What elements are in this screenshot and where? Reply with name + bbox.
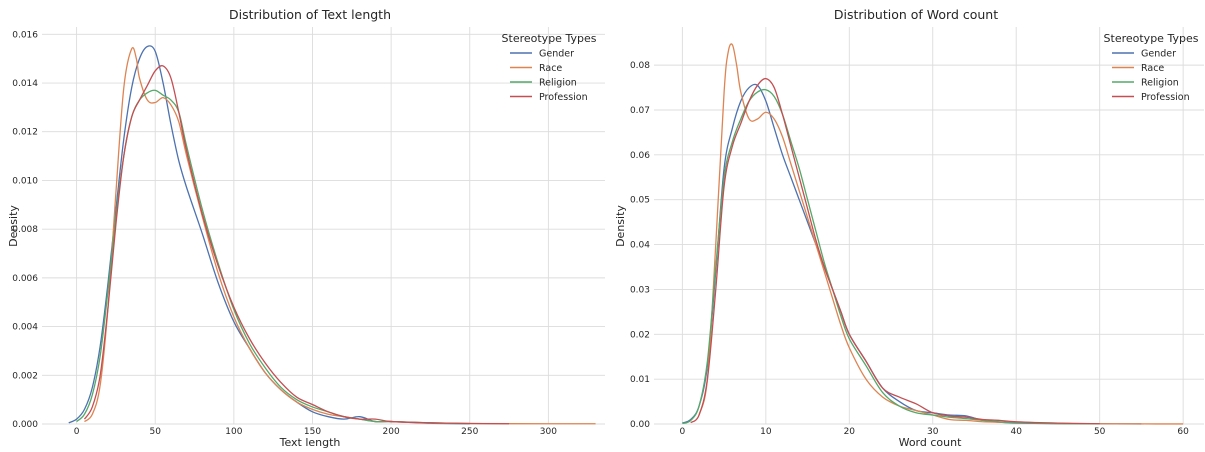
legend-label-religion: Religion xyxy=(539,78,577,89)
tick-labels: 0 10 20 30 40 50 60 0.00 0.01 0.02 0.03 0.04 0.05 0.0… xyxy=(630,61,1189,437)
y-tick-label: 0.07 xyxy=(630,106,650,116)
chart-word-count: Distribution of Word count Word count De… xyxy=(614,7,1204,449)
y-tick-label: 0.014 xyxy=(12,79,38,89)
y-tick-label: 0.05 xyxy=(630,196,650,206)
x-tick-label: 150 xyxy=(304,427,321,437)
y-tick-label: 0.08 xyxy=(630,61,650,71)
x-tick-label: 200 xyxy=(383,427,400,437)
grid xyxy=(654,27,1204,425)
chart-title: Distribution of Word count xyxy=(834,7,998,22)
y-tick-label: 0.000 xyxy=(12,420,38,430)
y-axis-label: Density xyxy=(614,205,627,247)
y-tick-label: 0.004 xyxy=(12,323,38,333)
legend: Stereotype Types Gender Race Religion Profe… xyxy=(502,32,597,103)
x-tick-label: 20 xyxy=(844,427,856,437)
y-tick-label: 0.006 xyxy=(12,274,38,284)
legend-title: Stereotype Types xyxy=(1104,32,1199,45)
x-tick-label: 0 xyxy=(74,427,80,437)
legend-label-profession: Profession xyxy=(539,92,588,103)
legend-label-religion: Religion xyxy=(1141,78,1179,89)
density-line-profession xyxy=(690,77,1100,425)
x-tick-label: 300 xyxy=(540,427,557,437)
y-tick-label: 0.02 xyxy=(630,330,650,340)
y-tick-label: 0.00 xyxy=(630,420,650,430)
y-tick-label: 0.03 xyxy=(630,285,650,295)
x-tick-label: 60 xyxy=(1177,427,1189,437)
x-tick-label: 40 xyxy=(1010,427,1022,437)
x-tick-label: 100 xyxy=(225,427,242,437)
density-line-gender xyxy=(682,83,1142,425)
legend-entries: Gender Race Religion Profession xyxy=(510,49,588,103)
density-line-race xyxy=(84,47,596,425)
legend-label-race: Race xyxy=(1141,63,1164,74)
x-axis-label: Word count xyxy=(899,436,962,449)
x-tick-label: 50 xyxy=(1094,427,1106,437)
density-curves xyxy=(682,43,1184,425)
legend-label-race: Race xyxy=(539,63,562,74)
x-tick-label: 10 xyxy=(760,427,772,437)
tick-labels: 0 50 100 150 200 250 300 0.000 0.002 0.004 0.006 0.… xyxy=(12,30,557,437)
y-tick-label: 0.06 xyxy=(630,151,650,161)
legend-label-gender: Gender xyxy=(1141,49,1176,60)
density-line-race xyxy=(698,43,1184,425)
legend-label-profession: Profession xyxy=(1141,92,1190,103)
y-tick-label: 0.012 xyxy=(12,128,38,138)
y-tick-label: 0.016 xyxy=(12,30,38,40)
density-curves xyxy=(68,45,596,425)
y-tick-label: 0.010 xyxy=(12,176,38,186)
density-line-gender xyxy=(68,45,470,425)
chart-title: Distribution of Text length xyxy=(229,7,391,22)
y-tick-label: 0.002 xyxy=(12,371,38,381)
density-line-profession xyxy=(83,65,510,425)
y-tick-label: 0.04 xyxy=(630,241,650,251)
y-tick-label: 0.008 xyxy=(12,225,38,235)
legend-entries: Gender Race Religion Profession xyxy=(1112,49,1190,103)
grid xyxy=(42,27,605,425)
x-axis-label: Text length xyxy=(279,436,341,449)
y-tick-label: 0.01 xyxy=(630,375,650,385)
x-tick-label: 0 xyxy=(680,427,686,437)
legend-title: Stereotype Types xyxy=(502,32,597,45)
y-axis-label: Density xyxy=(7,205,20,247)
legend: Stereotype Types Gender Race Religion Profe… xyxy=(1104,32,1199,103)
x-tick-label: 50 xyxy=(150,427,162,437)
chart-text-length: Distribution of Text length Text length … xyxy=(7,7,605,449)
x-tick-label: 250 xyxy=(461,427,478,437)
density-line-religion xyxy=(682,88,1100,425)
x-tick-label: 30 xyxy=(927,427,939,437)
legend-label-gender: Gender xyxy=(539,49,574,60)
